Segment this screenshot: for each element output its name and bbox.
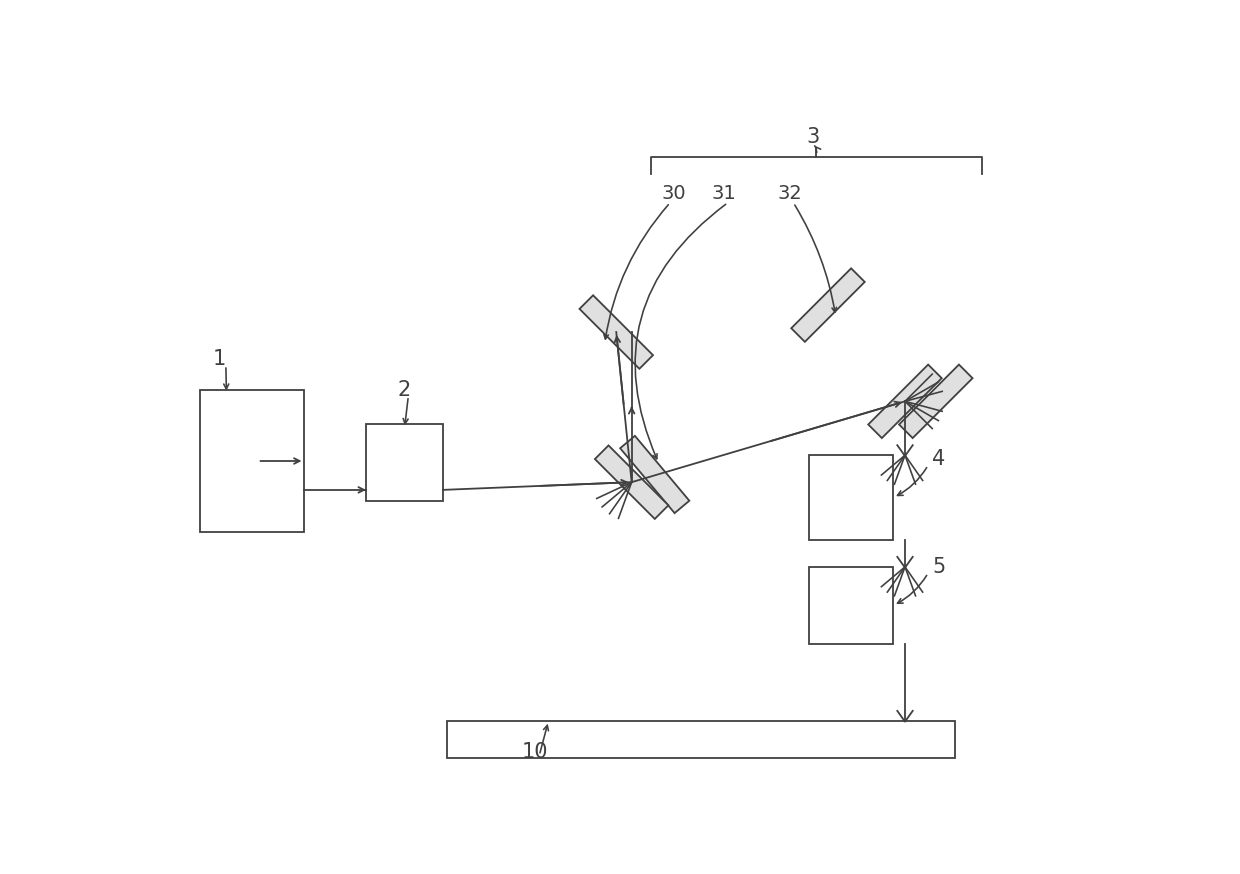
Bar: [808, 455, 894, 540]
Bar: [366, 425, 443, 502]
Text: 1: 1: [213, 349, 227, 369]
Text: 4: 4: [932, 449, 945, 469]
Polygon shape: [791, 268, 864, 342]
Text: 2: 2: [398, 380, 412, 399]
Polygon shape: [868, 364, 941, 438]
Polygon shape: [620, 436, 689, 513]
Bar: [201, 390, 304, 532]
Bar: [808, 567, 894, 644]
Text: 10: 10: [522, 742, 548, 761]
Text: 30: 30: [662, 184, 686, 203]
Text: 31: 31: [712, 184, 737, 203]
Bar: [446, 721, 955, 758]
Polygon shape: [579, 295, 653, 369]
Text: 5: 5: [932, 557, 945, 577]
Polygon shape: [899, 364, 972, 438]
Polygon shape: [595, 446, 668, 519]
Text: 3: 3: [806, 128, 820, 147]
Text: 32: 32: [777, 184, 802, 203]
